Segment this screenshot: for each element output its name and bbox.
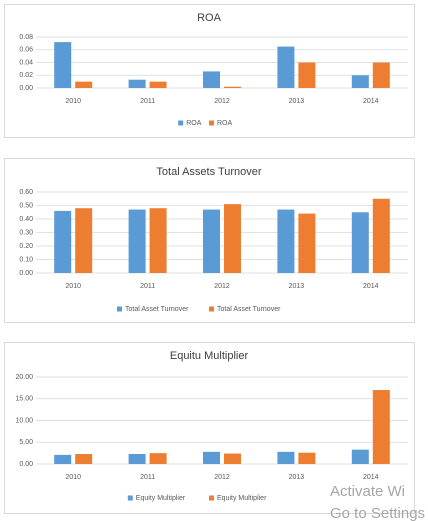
chart-title: ROA — [197, 12, 222, 24]
legend-swatch — [209, 495, 214, 501]
bar — [203, 71, 220, 88]
bar — [54, 42, 72, 88]
bar — [224, 86, 241, 88]
x-tick-label: 2012 — [214, 474, 230, 481]
bar — [351, 212, 369, 273]
legend-label: ROA — [186, 120, 202, 127]
legend-swatch — [127, 495, 133, 501]
y-tick-label: 0.30 — [19, 229, 33, 236]
y-tick-label: 10.00 — [15, 417, 33, 424]
y-tick-label: 0.50 — [19, 202, 33, 209]
y-tick-label: 0.08 — [19, 34, 33, 41]
y-tick-label: 0.40 — [19, 216, 33, 223]
bar — [75, 453, 93, 464]
legend-swatch — [117, 306, 122, 312]
x-tick-label: 2012 — [214, 98, 230, 105]
bar — [75, 81, 93, 88]
bar — [277, 451, 295, 464]
x-tick-label: 2012 — [214, 283, 230, 290]
x-tick-label: 2010 — [65, 474, 81, 481]
bar — [149, 208, 167, 273]
bar — [149, 453, 167, 464]
y-tick-label: 15.00 — [15, 396, 33, 403]
bar — [351, 449, 369, 464]
bar — [149, 81, 167, 88]
y-tick-label: 0.60 — [19, 189, 33, 196]
y-tick-label: 0.00 — [19, 270, 33, 277]
bar — [372, 198, 390, 273]
bar — [128, 79, 146, 88]
y-tick-label: 0.10 — [19, 256, 33, 263]
bar — [298, 62, 316, 88]
y-tick-label: 5.00 — [19, 439, 33, 446]
watermark: Activate Wi — [330, 483, 405, 500]
bar — [203, 209, 220, 273]
legend-label: Equity Multiplier — [217, 495, 267, 502]
bar — [128, 209, 146, 273]
y-tick-label: 0.20 — [19, 243, 33, 250]
bar — [277, 209, 295, 273]
watermark: Go to Settings — [330, 505, 425, 521]
chart-title: Total Assets Turnover — [156, 166, 261, 178]
bar — [298, 213, 316, 273]
x-tick-label: 2014 — [363, 474, 379, 481]
y-tick-label: 0.06 — [19, 47, 33, 54]
y-tick-label: 20.00 — [15, 374, 33, 381]
bar — [298, 452, 316, 464]
y-tick-label: 0.02 — [19, 72, 33, 79]
y-tick-label: 0.04 — [19, 59, 33, 66]
y-tick-label: 0.00 — [19, 85, 33, 92]
legend-label: Equity Multiplier — [136, 495, 186, 502]
legend-label: Total Asset Turnover — [217, 306, 281, 313]
bar — [372, 62, 390, 88]
x-tick-label: 2011 — [140, 283, 155, 290]
legend-label: Total Asset Turnover — [125, 306, 189, 313]
chart-title: Equitu Multiplier — [170, 350, 249, 362]
bar — [54, 210, 72, 273]
y-tick-label: 0.00 — [19, 461, 33, 468]
x-tick-label: 2014 — [363, 98, 379, 105]
chart-frame — [4, 342, 415, 514]
x-tick-label: 2011 — [140, 98, 155, 105]
bar — [203, 451, 220, 464]
legend-swatch — [178, 120, 184, 126]
bar — [224, 453, 241, 464]
legend-swatch — [209, 306, 214, 312]
bar — [372, 390, 390, 464]
bar — [224, 204, 241, 273]
x-tick-label: 2013 — [289, 98, 305, 105]
bar — [75, 208, 93, 273]
bar — [128, 453, 146, 464]
bar — [277, 46, 295, 88]
chart-frame — [4, 4, 415, 138]
legend-label: ROA — [217, 120, 233, 127]
x-tick-label: 2014 — [363, 283, 379, 290]
x-tick-label: 2013 — [289, 474, 305, 481]
bar — [351, 75, 369, 88]
legend-swatch — [209, 120, 214, 126]
x-tick-label: 2011 — [140, 474, 155, 481]
x-tick-label: 2010 — [65, 98, 81, 105]
bar — [54, 454, 72, 464]
x-tick-label: 2013 — [289, 283, 305, 290]
x-tick-label: 2010 — [65, 283, 81, 290]
